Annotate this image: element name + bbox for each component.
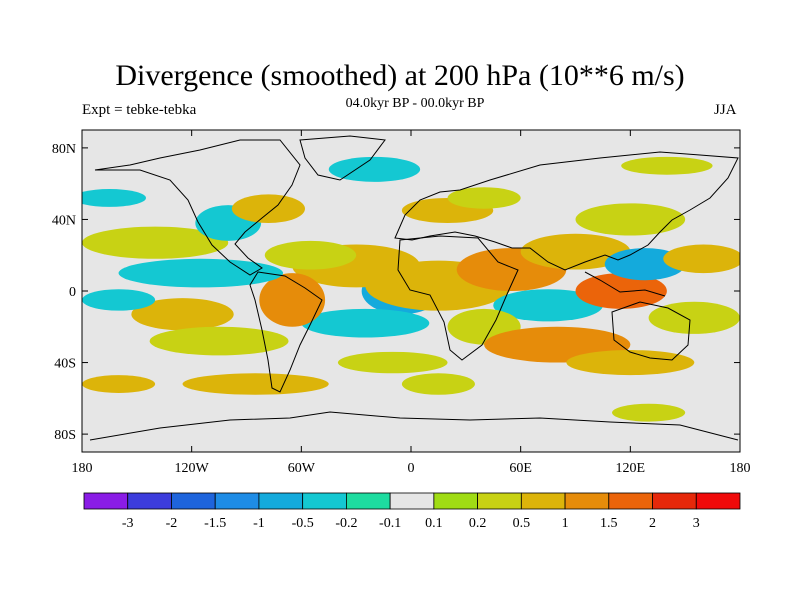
axis-labels: 80N 40N 0 40S 80S 180 120W 60W 0 60E 120E 180 xyxy=(52,142,751,476)
colorbar-swatch xyxy=(520,492,566,510)
field-contour xyxy=(259,273,326,327)
field-contour xyxy=(575,203,686,236)
coastline-maritime-continent xyxy=(584,271,666,297)
field-contour xyxy=(131,298,234,331)
lon-tick-label: 0 xyxy=(408,461,415,476)
colorbar-swatch xyxy=(345,492,391,510)
period-label: 04.0kyr BP - 00.0kyr BP xyxy=(345,96,485,111)
coastline-greenland xyxy=(299,135,386,181)
field-contour xyxy=(493,289,603,322)
plot-title: Divergence (smoothed) at 200 hPa (10**6 … xyxy=(115,59,685,92)
lon-tick-label: 60E xyxy=(509,461,532,476)
coastline-africa xyxy=(397,235,519,361)
field-contour xyxy=(447,187,521,209)
field-contour xyxy=(337,351,448,374)
colorbar-swatch xyxy=(127,492,172,510)
colorbar-swatch xyxy=(302,492,347,510)
field-contour xyxy=(328,156,421,182)
colorbar-label: -1 xyxy=(253,516,265,531)
colorbar-label: 0.2 xyxy=(469,516,487,531)
colorbar-swatch xyxy=(83,492,129,510)
colorbar-label: -1.5 xyxy=(204,516,226,531)
lat-tick-label: 80S xyxy=(54,428,76,443)
field-contour xyxy=(612,403,686,422)
divergence-field xyxy=(82,156,740,422)
field-contour xyxy=(82,375,156,393)
field-contour xyxy=(566,350,695,376)
colorbar-swatch xyxy=(433,492,479,510)
lon-tick-label: 60W xyxy=(288,461,316,476)
map-panel xyxy=(81,129,741,453)
field-contour xyxy=(663,244,740,274)
colorbar-swatch xyxy=(258,492,304,510)
coastline-europe-asia xyxy=(394,151,739,271)
field-contour xyxy=(149,326,289,356)
field-contour xyxy=(301,308,430,338)
colorbar-swatch xyxy=(608,492,653,510)
lon-tick-label: 120E xyxy=(616,461,646,476)
colorbar-label: -2 xyxy=(166,516,178,531)
lon-tick-label: 180 xyxy=(72,461,93,476)
colorbar-swatch xyxy=(564,492,610,510)
colorbar-label: -3 xyxy=(122,516,134,531)
field-contour xyxy=(231,194,305,224)
colorbar-label: -0.1 xyxy=(379,516,401,531)
field-contour xyxy=(575,273,667,309)
colorbar-label: -0.2 xyxy=(335,516,357,531)
season-label: JJA xyxy=(714,102,737,118)
field-contour xyxy=(118,258,284,288)
field-contour xyxy=(82,189,146,207)
coastlines xyxy=(89,135,739,441)
colorbar-swatch xyxy=(695,492,741,510)
lat-tick-label: 40N xyxy=(52,213,76,228)
colorbar-swatch xyxy=(652,492,697,510)
colorbar-label: 3 xyxy=(693,516,700,531)
colorbar-label: 1.5 xyxy=(600,516,618,531)
lat-tick-label: 40S xyxy=(54,357,76,372)
lat-tick-label: 80N xyxy=(52,142,76,157)
coastline-australia xyxy=(611,301,691,361)
coastline-north-america xyxy=(94,139,301,276)
colorbar-swatch xyxy=(477,492,522,510)
coastline-south-america xyxy=(249,271,323,393)
colorbar-swatch xyxy=(389,492,435,510)
experiment-label: Expt = tebke-tebka xyxy=(82,102,197,118)
axis-ticks xyxy=(81,130,741,452)
field-contour xyxy=(264,240,357,270)
colorbar-label: 1 xyxy=(562,516,569,531)
field-contour xyxy=(82,226,229,259)
field-contour xyxy=(401,373,475,395)
colorbar-label: 2 xyxy=(649,516,656,531)
colorbar-label: 0.1 xyxy=(425,516,443,531)
field-contour xyxy=(182,373,329,395)
colorbar-label: 0.5 xyxy=(513,516,531,531)
lon-tick-label: 120W xyxy=(175,461,210,476)
field-contour xyxy=(520,233,631,270)
colorbar-label: -0.5 xyxy=(292,516,314,531)
colorbar-swatch xyxy=(214,492,260,510)
lat-tick-label: 0 xyxy=(69,285,76,300)
coastline-antarctica xyxy=(89,411,739,441)
lon-tick-label: 180 xyxy=(730,461,751,476)
field-contour xyxy=(82,289,156,311)
colorbar: -3 -2 -1.5 -1 -0.5 -0.2 -0.1 0.1 0.2 0.5 1 1.5 2 3 xyxy=(83,492,741,531)
field-contour xyxy=(621,156,713,175)
colorbar-swatch xyxy=(171,492,216,510)
